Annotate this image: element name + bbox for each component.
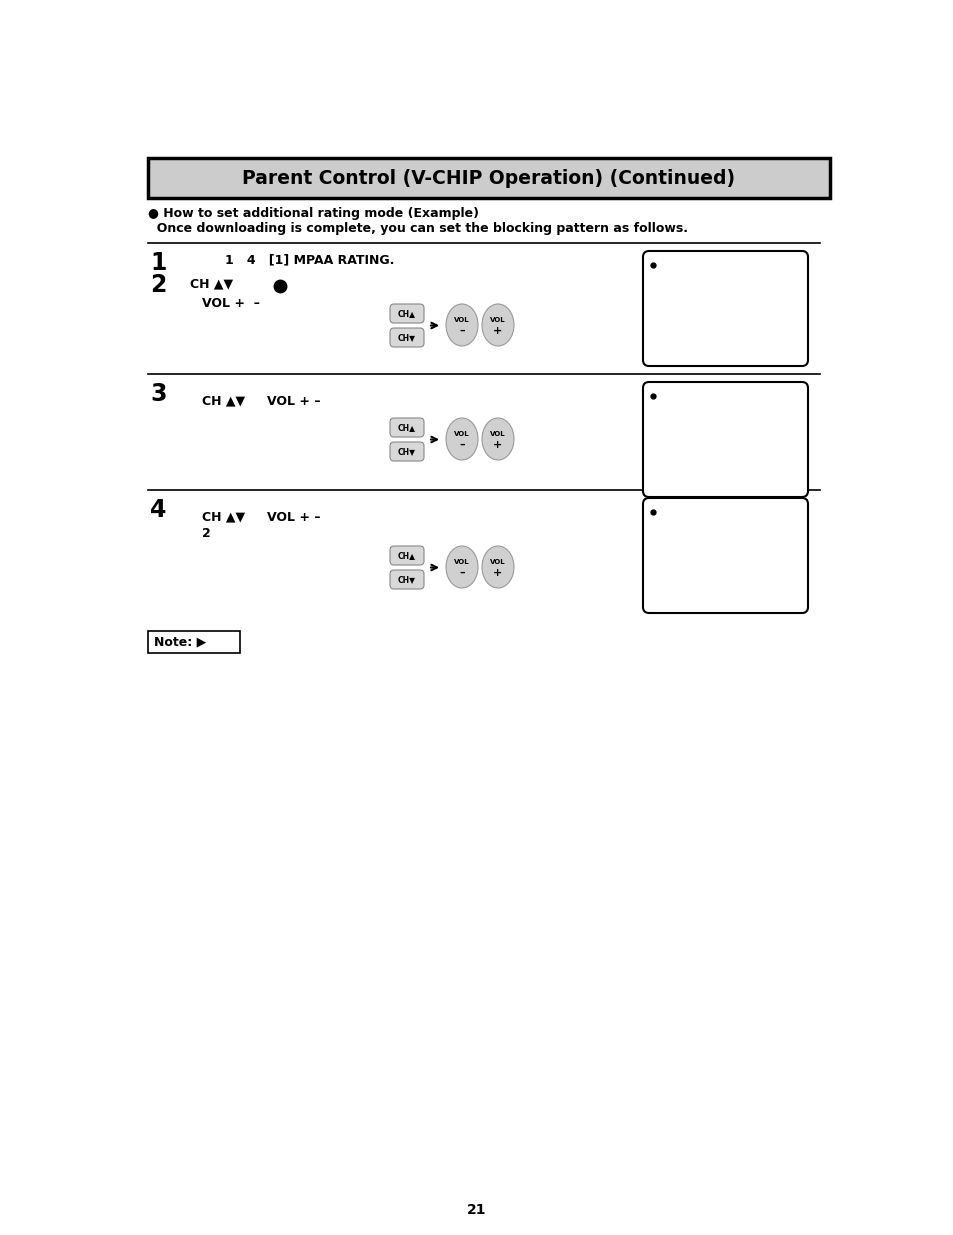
Text: CH▲: CH▲ bbox=[397, 551, 416, 559]
Text: 1   4   [1] MPAA RATING.: 1 4 [1] MPAA RATING. bbox=[225, 253, 394, 266]
Ellipse shape bbox=[481, 546, 514, 588]
Ellipse shape bbox=[481, 304, 514, 346]
Text: CH▼: CH▼ bbox=[397, 576, 416, 584]
Text: –: – bbox=[458, 326, 464, 336]
FancyBboxPatch shape bbox=[390, 546, 423, 564]
Text: 3: 3 bbox=[150, 382, 167, 406]
Text: –: – bbox=[458, 440, 464, 450]
FancyBboxPatch shape bbox=[390, 417, 423, 437]
Text: CH ▲▼     VOL + –: CH ▲▼ VOL + – bbox=[202, 510, 320, 522]
Ellipse shape bbox=[446, 417, 477, 459]
Text: VOL: VOL bbox=[490, 317, 505, 324]
Text: 1: 1 bbox=[150, 251, 166, 275]
Text: 2: 2 bbox=[202, 527, 211, 540]
Text: CH▲: CH▲ bbox=[397, 424, 416, 432]
Text: CH▼: CH▼ bbox=[397, 333, 416, 342]
Text: CH▼: CH▼ bbox=[397, 447, 416, 456]
Text: Once downloading is complete, you can set the blocking pattern as follows.: Once downloading is complete, you can se… bbox=[148, 222, 687, 235]
Text: CH ▲▼: CH ▲▼ bbox=[190, 277, 233, 290]
FancyBboxPatch shape bbox=[390, 304, 423, 324]
Text: VOL: VOL bbox=[454, 317, 469, 324]
FancyBboxPatch shape bbox=[642, 498, 807, 613]
Text: +: + bbox=[493, 568, 502, 578]
Text: CH ▲▼     VOL + –: CH ▲▼ VOL + – bbox=[202, 394, 320, 408]
FancyBboxPatch shape bbox=[390, 442, 423, 461]
Ellipse shape bbox=[446, 304, 477, 346]
Text: Parent Control (V-CHIP Operation) (Continued): Parent Control (V-CHIP Operation) (Conti… bbox=[242, 169, 735, 189]
Text: 21: 21 bbox=[467, 1203, 486, 1216]
FancyBboxPatch shape bbox=[642, 382, 807, 496]
Text: 4: 4 bbox=[150, 498, 166, 522]
FancyBboxPatch shape bbox=[390, 571, 423, 589]
Text: +: + bbox=[493, 326, 502, 336]
Text: VOL: VOL bbox=[490, 431, 505, 437]
Text: –: – bbox=[458, 568, 464, 578]
Text: VOL +  –: VOL + – bbox=[202, 296, 259, 310]
Ellipse shape bbox=[446, 546, 477, 588]
FancyBboxPatch shape bbox=[642, 251, 807, 366]
Text: VOL: VOL bbox=[454, 559, 469, 564]
Bar bbox=[148, 631, 240, 653]
Text: CH▲: CH▲ bbox=[397, 309, 416, 317]
Text: VOL: VOL bbox=[454, 431, 469, 437]
FancyBboxPatch shape bbox=[390, 329, 423, 347]
Text: Note: ▶: Note: ▶ bbox=[153, 636, 206, 648]
Text: VOL: VOL bbox=[490, 559, 505, 564]
Text: +: + bbox=[493, 440, 502, 450]
Text: 2: 2 bbox=[150, 273, 166, 296]
Text: ● How to set additional rating mode (Example): ● How to set additional rating mode (Exa… bbox=[148, 207, 478, 220]
Bar bbox=[148, 158, 829, 198]
Ellipse shape bbox=[481, 417, 514, 459]
